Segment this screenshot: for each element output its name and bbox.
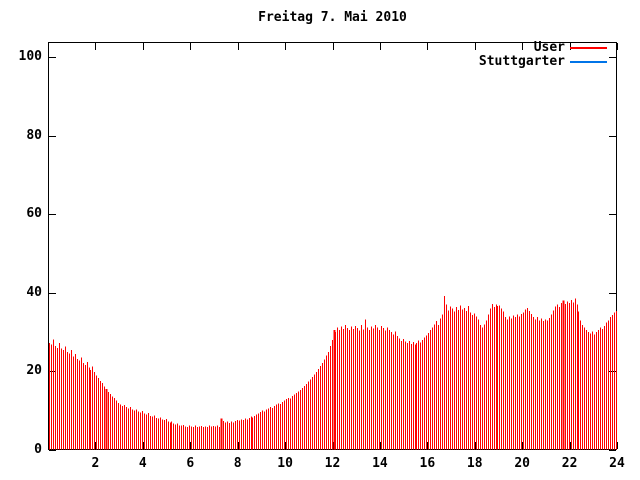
x-tick-label: 20 [514,456,530,471]
x-tick-label: 16 [419,456,436,471]
y-tick-label: 0 [34,442,42,457]
y-tick-label: 20 [26,363,42,379]
y-tick-label: 40 [26,284,42,300]
x-tick-label: 4 [138,456,147,471]
x-tick-label: 10 [277,456,293,471]
x-tick-label: 6 [186,456,195,471]
x-tick-label: 14 [372,456,388,471]
y-tick-label: 60 [26,206,42,222]
y-tick-label: 80 [26,127,42,143]
y-tick-label: 100 [18,49,42,65]
legend-line-stuttgarter-sample [570,61,607,63]
x-tick-label: 18 [466,456,483,471]
legend-label-stuttgarter: Stuttgarter [478,54,565,69]
x-tick-label: 12 [324,456,341,471]
legend-line-user-sample [570,47,607,49]
chart-title: Freitag 7. Mai 2010 [258,10,407,25]
legend-label-user: User [533,40,565,55]
x-tick-label: 24 [609,456,625,471]
x-tick-label: 2 [91,456,100,471]
x-tick-label: 8 [233,456,242,471]
x-tick-label: 22 [561,456,578,471]
